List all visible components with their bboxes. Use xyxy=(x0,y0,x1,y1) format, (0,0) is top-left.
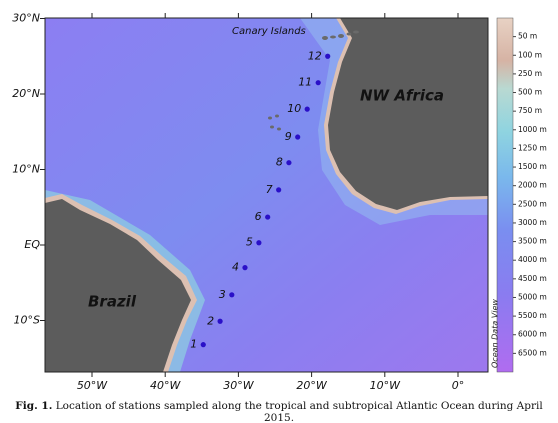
station-label: 11 xyxy=(298,76,312,89)
caption: Fig. 1. Location of stations sampled alo… xyxy=(0,400,558,423)
legend-label: 2000 m xyxy=(518,181,547,190)
x-tick-label: 50°W xyxy=(77,379,108,392)
station-label: 2 xyxy=(207,314,214,327)
y-tick-label: 30°N xyxy=(12,12,40,25)
station-label: 12 xyxy=(308,49,322,62)
region-label: NW Africa xyxy=(360,87,444,105)
station xyxy=(265,214,271,220)
region-label: Brazil xyxy=(88,293,137,311)
depth-colorbar xyxy=(496,17,514,373)
map-frame xyxy=(44,17,489,373)
station xyxy=(286,160,292,166)
station-label: 6 xyxy=(255,210,262,223)
legend-label: 500 m xyxy=(518,88,542,97)
station xyxy=(276,187,282,193)
station xyxy=(256,240,262,246)
x-tick-label: 10°W xyxy=(370,379,401,392)
map: NW Africa Brazil Canary Islands Ocean Da… xyxy=(12,12,547,393)
station xyxy=(200,342,206,348)
legend-label: 1000 m xyxy=(518,125,547,134)
legend-label: 6000 m xyxy=(518,330,547,339)
legend-label: 250 m xyxy=(518,69,542,78)
station-label: 9 xyxy=(285,130,292,143)
legend-label: 1500 m xyxy=(518,162,547,171)
station-label: 7 xyxy=(266,183,273,196)
station-label: 8 xyxy=(276,156,283,169)
legend-label: 1250 m xyxy=(518,143,547,152)
legend-label: 3000 m xyxy=(518,218,547,227)
x-tick-label: 0° xyxy=(452,379,465,392)
station xyxy=(315,80,321,86)
station xyxy=(325,53,331,59)
legend-label: 4500 m xyxy=(518,274,547,283)
africa xyxy=(328,18,488,210)
y-tick-label: 20°N xyxy=(12,87,40,100)
islands xyxy=(268,30,359,131)
legend-label: 6500 m xyxy=(518,348,547,357)
x-tick-label: 30°W xyxy=(223,379,254,392)
y-tick-label: EQ xyxy=(24,238,40,251)
legend-label: 5000 m xyxy=(518,292,547,301)
legend-label: 5500 m xyxy=(518,311,547,320)
station-label: 1 xyxy=(190,338,197,351)
station-label: 4 xyxy=(232,261,239,274)
x-tick-label: 20°W xyxy=(296,379,327,392)
station xyxy=(229,292,235,298)
station xyxy=(295,134,301,140)
caption-label: Fig. 1. xyxy=(15,400,53,412)
station-label: 5 xyxy=(246,236,253,249)
watermark: Ocean Data View xyxy=(491,299,500,368)
brazil xyxy=(45,199,191,372)
station xyxy=(217,318,223,324)
legend-label: 2500 m xyxy=(518,199,547,208)
caption-text: Location of stations sampled along the t… xyxy=(55,400,543,423)
station xyxy=(304,106,310,112)
legend-label: 50 m xyxy=(518,32,537,41)
station-label: 10 xyxy=(287,102,301,115)
legend-label: 3500 m xyxy=(518,237,547,246)
legend-label: 100 m xyxy=(518,50,542,59)
y-tick-label: 10°S xyxy=(14,314,40,327)
region-label: Canary Islands xyxy=(232,26,306,37)
legend-label: 4000 m xyxy=(518,255,547,264)
y-tick-label: 10°N xyxy=(12,163,40,176)
station-label: 3 xyxy=(219,288,226,301)
legend-label: 750 m xyxy=(518,106,542,115)
x-tick-label: 40°W xyxy=(150,379,181,392)
station xyxy=(242,265,248,271)
